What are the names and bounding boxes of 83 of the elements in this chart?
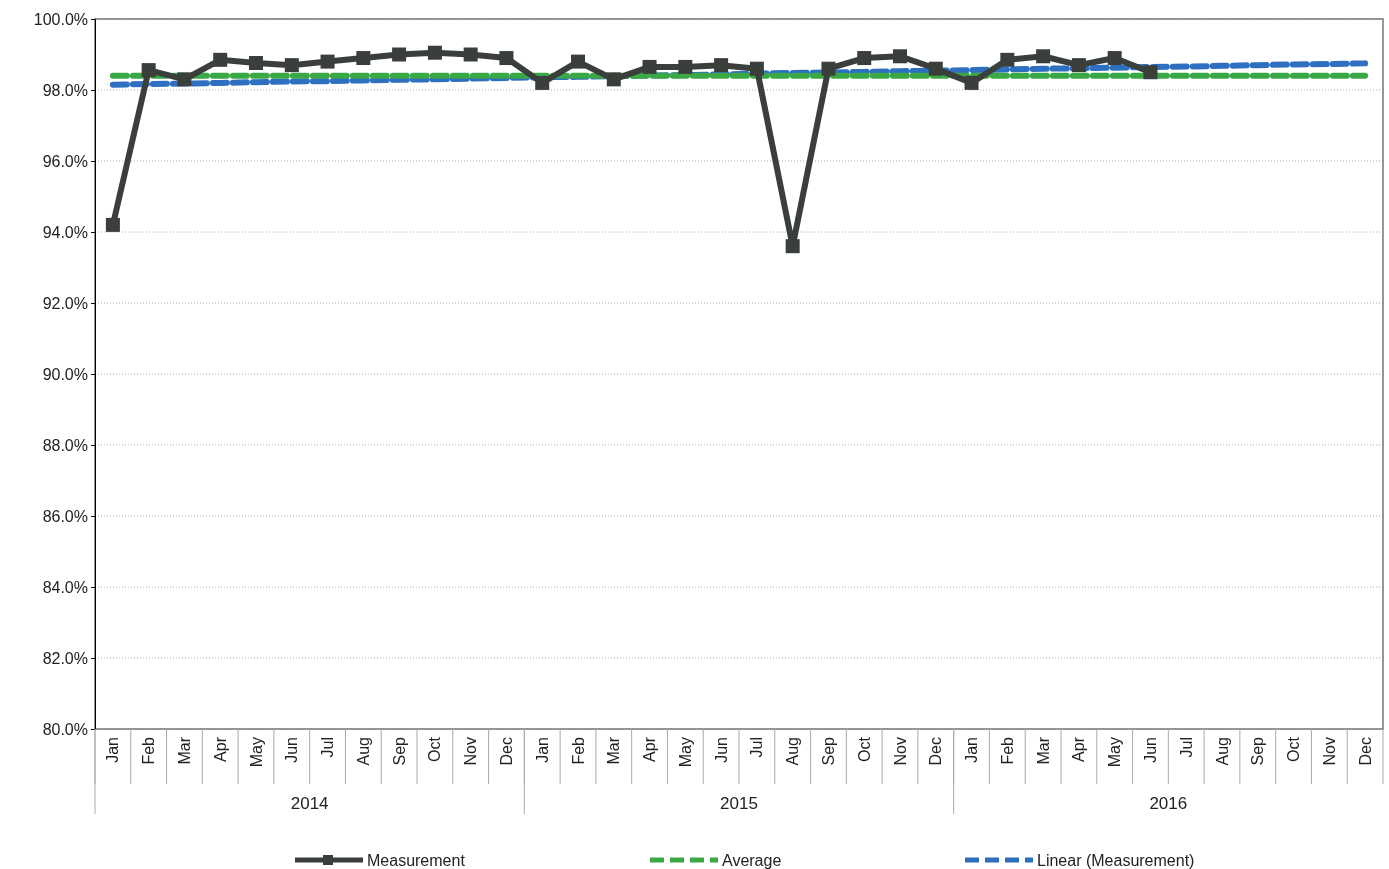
y-tick-label: 82.0%: [42, 649, 88, 667]
x-tick-label: Jun: [712, 737, 730, 763]
point: [821, 61, 836, 76]
point: [893, 49, 907, 64]
x-tick-label: Apr: [1070, 736, 1088, 762]
legend-label: Linear (Measurement): [1037, 852, 1195, 869]
x-tick-label: Dec: [1356, 737, 1374, 766]
x-tick-label: Jan: [104, 737, 122, 763]
y-tick-label: 84.0%: [42, 578, 88, 596]
x-tick-label: Aug: [354, 737, 372, 766]
x-tick-label: Jul: [1177, 737, 1195, 758]
x-tick-label: Apr: [211, 736, 229, 762]
x-tick-label: Aug: [1213, 737, 1231, 766]
point: [535, 75, 550, 90]
x-tick-label: Jun: [1142, 737, 1160, 763]
x-tick-label: Jul: [319, 737, 337, 758]
y-tick-label: 86.0%: [42, 507, 88, 525]
point: [749, 61, 764, 76]
point: [141, 63, 156, 78]
x-tick-label: Feb: [140, 736, 158, 765]
point: [678, 59, 693, 74]
x-tick-label: Sep: [820, 736, 838, 766]
text: 2014: [290, 794, 329, 813]
x-tick-label: Nov: [462, 737, 480, 766]
x-tick-label: Oct: [426, 736, 444, 762]
x-tick-label: Mar: [605, 736, 623, 765]
point: [785, 239, 800, 254]
point: [177, 72, 192, 87]
x-tick-label: Oct: [1285, 736, 1303, 762]
x-tick-label: Jan: [963, 737, 981, 763]
point: [857, 51, 872, 66]
y-tick-label: 88.0%: [42, 436, 88, 454]
x-tick-label: Oct: [855, 736, 873, 762]
y-tick-label: 92.0%: [42, 294, 88, 312]
x-tick-label: Aug: [784, 737, 802, 766]
point: [392, 47, 407, 62]
point: [1036, 49, 1051, 64]
point: [105, 217, 120, 232]
y-tick-label: 94.0%: [42, 223, 88, 241]
point: [427, 45, 442, 60]
point: [213, 52, 228, 67]
x-tick-label: May: [1106, 737, 1124, 768]
point: [320, 54, 335, 69]
y-tick-label: 90.0%: [42, 365, 88, 383]
legend-label: Measurement: [367, 852, 466, 869]
point: [1143, 65, 1158, 80]
point: [284, 58, 299, 73]
point: [356, 51, 371, 66]
x-tick-label: Dec: [927, 737, 945, 766]
x-tick-label: Feb: [998, 736, 1016, 765]
x-tick-label: Jul: [748, 737, 766, 758]
y-tick-label: 100.0%: [33, 10, 88, 28]
x-tick-label: Dec: [498, 737, 516, 766]
point: [463, 47, 478, 62]
y-tick-label: 98.0%: [42, 81, 88, 99]
point: [571, 54, 585, 69]
text: 2015: [720, 794, 758, 813]
x-tick-label: May: [676, 737, 694, 768]
legend-label: Average: [722, 852, 782, 869]
y-tick-label: 96.0%: [42, 152, 88, 170]
x-tick-label: Apr: [641, 736, 659, 762]
x-tick-label: Nov: [891, 737, 909, 766]
text: 2016: [1149, 794, 1188, 813]
x-tick-label: May: [247, 737, 265, 768]
x-tick-label: Sep: [1249, 736, 1267, 766]
point: [642, 59, 657, 74]
x-tick-label: Mar: [1034, 736, 1052, 765]
x-tick-label: Jun: [283, 737, 301, 763]
point: [1107, 51, 1122, 66]
x-tick-label: Feb: [569, 736, 587, 765]
point: [1071, 58, 1086, 73]
x-tick-label: Mar: [176, 736, 194, 765]
point: [928, 61, 943, 76]
point: [249, 56, 263, 71]
point: [499, 51, 514, 66]
point: [714, 58, 729, 73]
point: [964, 75, 979, 90]
x-tick-label: Nov: [1320, 737, 1338, 766]
y-tick-label: 80.0%: [42, 720, 88, 738]
x-tick-label: Jan: [533, 737, 551, 763]
x-tick-label: Sep: [390, 736, 408, 766]
point: [606, 72, 621, 87]
point: [1000, 52, 1015, 67]
